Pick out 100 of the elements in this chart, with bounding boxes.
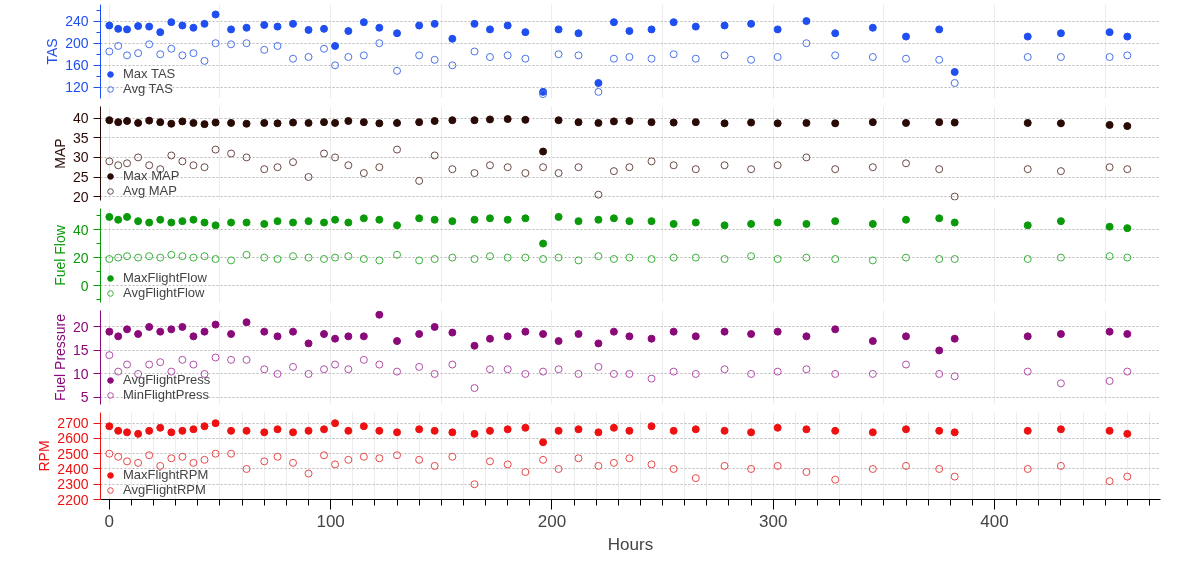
point (393, 66, 402, 75)
point (539, 255, 548, 263)
point (554, 337, 563, 346)
point (114, 452, 123, 461)
point (134, 22, 143, 31)
point (260, 165, 269, 174)
point (344, 161, 353, 170)
point (189, 360, 198, 369)
point (304, 53, 313, 62)
point (625, 332, 634, 341)
point (539, 147, 548, 156)
point (554, 365, 563, 374)
point (200, 455, 209, 464)
point (935, 346, 944, 355)
point (304, 253, 313, 262)
point (647, 422, 656, 431)
point (289, 54, 298, 63)
point (227, 426, 236, 435)
point (167, 151, 176, 160)
point (375, 310, 384, 319)
point (114, 253, 123, 262)
point (625, 217, 634, 226)
point (189, 23, 198, 32)
point (1123, 224, 1132, 233)
point (123, 117, 132, 125)
point (647, 374, 656, 383)
point (669, 50, 678, 59)
point (773, 25, 782, 34)
y-tick-label: 40 (72, 110, 89, 127)
point (669, 161, 678, 170)
point (1105, 252, 1114, 261)
point (331, 61, 340, 70)
point (211, 449, 220, 458)
point (105, 47, 114, 56)
point (747, 464, 756, 473)
point (950, 192, 959, 201)
y-axis-title: RPM (36, 440, 53, 472)
point (503, 460, 512, 469)
point (691, 118, 700, 127)
point (242, 39, 251, 48)
point (747, 330, 756, 338)
point (448, 61, 457, 70)
point (521, 253, 530, 262)
point (485, 457, 494, 466)
point (1123, 330, 1132, 338)
point (625, 369, 634, 378)
y-axis-title: TAS (44, 38, 61, 65)
point (831, 426, 840, 435)
point (647, 157, 656, 166)
point (1105, 222, 1114, 231)
point (574, 163, 583, 172)
point (902, 360, 911, 369)
point (393, 451, 402, 460)
point (609, 369, 618, 378)
point (574, 369, 583, 378)
point (554, 464, 563, 473)
x-tick-label: 100 (316, 511, 345, 531)
point (470, 341, 479, 350)
point (448, 34, 457, 43)
point (1056, 29, 1065, 38)
point (485, 25, 494, 34)
point (950, 67, 959, 76)
point (503, 215, 512, 224)
point (831, 165, 840, 174)
point (167, 454, 176, 463)
point (470, 169, 479, 178)
point (430, 55, 439, 64)
point (747, 118, 756, 127)
point (178, 51, 187, 60)
point (242, 23, 251, 32)
point (647, 334, 656, 343)
legend-label: AvgFlightPress (123, 372, 211, 387)
point (167, 119, 176, 128)
point (720, 119, 729, 128)
point (211, 353, 220, 362)
y-axis-title: Fuel Flow (51, 224, 68, 286)
point (430, 151, 439, 160)
point (123, 159, 132, 168)
point (178, 355, 187, 364)
point (448, 165, 457, 174)
point (289, 362, 298, 371)
point (289, 218, 298, 227)
point (105, 422, 114, 431)
point (320, 218, 329, 227)
point (260, 365, 269, 374)
point (359, 214, 368, 223)
point (211, 255, 220, 263)
point (773, 119, 782, 128)
point (1023, 464, 1032, 473)
point (178, 426, 187, 435)
point (625, 53, 634, 62)
point (344, 455, 353, 464)
point (304, 426, 313, 435)
point (415, 176, 424, 185)
point (242, 119, 251, 128)
point (260, 45, 269, 54)
point (105, 255, 114, 263)
point (430, 426, 439, 435)
point (331, 118, 340, 127)
point (902, 32, 911, 41)
